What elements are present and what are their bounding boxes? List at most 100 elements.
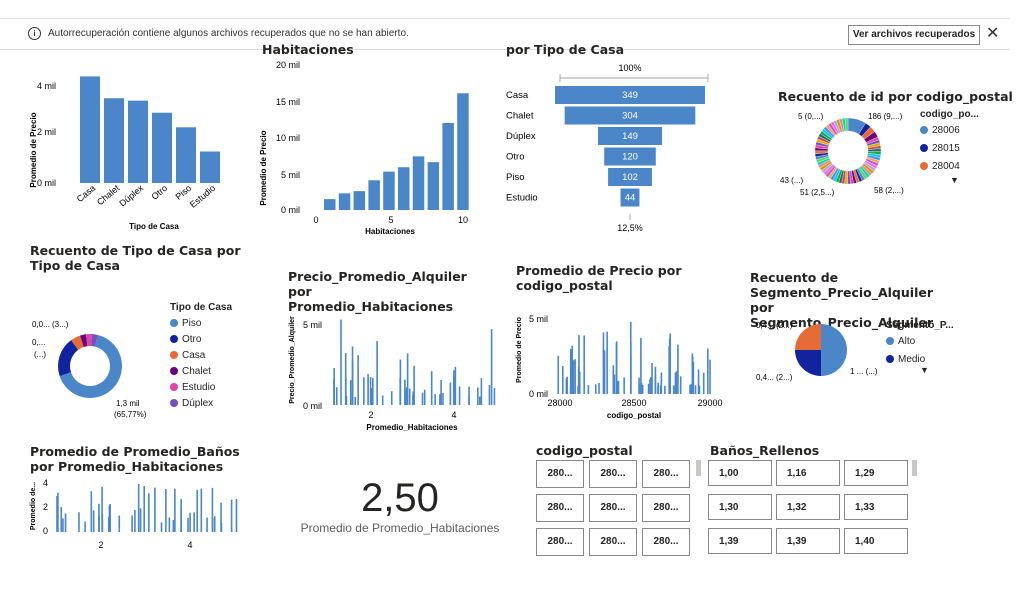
bar[interactable] <box>369 377 372 405</box>
slicer-item[interactable]: 1,40 <box>844 528 908 554</box>
bar[interactable] <box>651 363 653 394</box>
view-recovered-files-button[interactable]: Ver archivos recuperados <box>848 25 980 45</box>
bar[interactable] <box>220 502 222 532</box>
pie-slice[interactable] <box>795 350 821 376</box>
bar[interactable] <box>587 385 590 394</box>
bar[interactable] <box>90 491 93 532</box>
bar[interactable] <box>80 76 100 183</box>
slicer-item[interactable]: 1,30 <box>708 494 772 520</box>
bar-chart-precio-tipo-casa[interactable]: Promedio de Precio 4 mil 2 mil 0 mil Cas… <box>26 60 246 235</box>
bar[interactable] <box>408 388 411 405</box>
bar[interactable] <box>172 520 175 532</box>
bar[interactable] <box>235 498 238 532</box>
bar[interactable] <box>56 495 58 532</box>
bar[interactable] <box>640 337 642 394</box>
slicer-item[interactable]: 280... <box>589 460 637 488</box>
slicer-item[interactable]: 1,00 <box>708 460 772 486</box>
bar[interactable] <box>174 488 176 532</box>
bar[interactable] <box>649 377 652 394</box>
bar[interactable] <box>657 382 660 394</box>
bar[interactable] <box>335 387 338 405</box>
bar[interactable] <box>413 395 415 405</box>
pie-chart-segmento[interactable]: 0,4... (2...) 0,4... (2...) 1 ... (...) <box>752 316 887 388</box>
bar[interactable] <box>457 93 469 210</box>
bar[interactable] <box>134 510 136 532</box>
donut-slice[interactable] <box>59 334 122 398</box>
legend-item[interactable]: Dúplex <box>170 398 232 409</box>
bar[interactable] <box>571 379 574 394</box>
slicer-item[interactable]: 1,29 <box>844 460 908 486</box>
bar[interactable] <box>92 510 95 532</box>
close-icon[interactable]: ✕ <box>986 25 1000 42</box>
bar[interactable] <box>139 508 142 532</box>
funnel-bar[interactable] <box>620 188 640 207</box>
legend-item[interactable]: Chalet <box>170 366 232 377</box>
bar-chart-precio-habitaciones[interactable]: Promedio de Precio 20 mil 15 mil 10 mil … <box>258 58 478 240</box>
bar[interactable] <box>160 522 163 532</box>
donut-slice[interactable] <box>85 334 92 347</box>
legend-item[interactable]: 28006 <box>920 125 979 136</box>
bar[interactable] <box>689 384 691 394</box>
bar[interactable] <box>647 383 650 394</box>
slicer-item[interactable]: 280... <box>642 494 690 522</box>
bar[interactable] <box>200 488 203 532</box>
bar[interactable] <box>702 372 705 394</box>
column-chart-precio-codigo-postal[interactable]: Promedio de Precio 5 mil 0 mil 28000 285… <box>512 300 732 424</box>
bar[interactable] <box>104 98 124 183</box>
funnel-bar[interactable] <box>564 106 696 125</box>
bar[interactable] <box>690 383 693 394</box>
bar[interactable] <box>220 522 223 532</box>
pie-slice[interactable] <box>821 324 847 376</box>
funnel-bar[interactable] <box>597 127 663 145</box>
bar[interactable] <box>101 520 104 532</box>
bar[interactable] <box>390 391 393 405</box>
bar[interactable] <box>566 376 568 394</box>
bar[interactable] <box>353 191 366 210</box>
bar[interactable] <box>405 387 408 405</box>
bar[interactable] <box>613 374 616 394</box>
bar[interactable] <box>476 387 479 405</box>
bar[interactable] <box>583 335 585 394</box>
bar[interactable] <box>193 512 195 532</box>
donut-slice[interactable] <box>80 334 88 347</box>
bar[interactable] <box>345 395 348 405</box>
slicer-item[interactable]: 280... <box>642 528 690 556</box>
bar[interactable] <box>577 366 580 394</box>
donut-slice[interactable] <box>844 117 849 132</box>
bar[interactable] <box>679 376 682 394</box>
bar[interactable] <box>354 396 357 405</box>
bar[interactable] <box>427 162 440 210</box>
donut-slice[interactable] <box>58 340 79 377</box>
bar[interactable] <box>453 370 455 405</box>
bar[interactable] <box>84 521 86 532</box>
caret-down-icon[interactable]: ▼ <box>950 175 959 185</box>
bar[interactable] <box>641 385 644 394</box>
slicer-item[interactable]: 1,33 <box>844 494 908 520</box>
bar[interactable] <box>480 378 483 405</box>
bar[interactable] <box>118 515 121 532</box>
bar[interactable] <box>675 371 678 394</box>
slicer-item[interactable]: 1,39 <box>708 528 772 554</box>
legend-item[interactable]: Casa <box>170 350 232 361</box>
bar[interactable] <box>57 492 59 532</box>
bar[interactable] <box>557 355 560 394</box>
slicer-item[interactable]: 280... <box>536 528 584 556</box>
bar[interactable] <box>108 505 111 532</box>
bar[interactable] <box>458 386 461 405</box>
bar[interactable] <box>404 379 406 405</box>
caret-down-icon[interactable]: ▼ <box>920 365 929 375</box>
bar[interactable] <box>421 392 424 405</box>
bar[interactable] <box>340 319 342 405</box>
bar[interactable] <box>638 384 641 394</box>
bar[interactable] <box>372 377 374 405</box>
bar[interactable] <box>572 360 575 394</box>
bar[interactable] <box>413 365 415 405</box>
bar[interactable] <box>488 384 491 405</box>
legend-item[interactable]: Piso <box>170 318 232 329</box>
bar[interactable] <box>454 366 457 405</box>
bar[interactable] <box>206 517 208 532</box>
bar[interactable] <box>383 171 395 210</box>
bar[interactable] <box>60 507 63 532</box>
bar[interactable] <box>612 365 615 394</box>
bar[interactable] <box>398 167 410 210</box>
